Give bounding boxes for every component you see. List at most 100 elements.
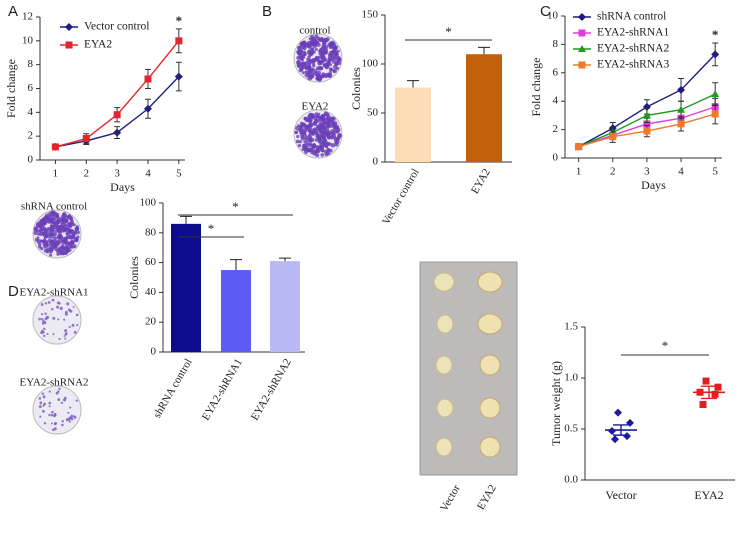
colony (63, 318, 66, 321)
marker (677, 120, 685, 128)
colony (75, 225, 79, 229)
colony (297, 143, 302, 148)
colony (39, 222, 45, 227)
colony (62, 212, 66, 217)
x-tick-label: EYA2 (469, 167, 493, 196)
colony (41, 217, 46, 222)
legend-label: EYA2-shRNA1 (597, 27, 669, 39)
colony (336, 49, 340, 53)
colony (322, 37, 326, 41)
colony (38, 317, 41, 321)
colony (316, 126, 322, 131)
y-tick-label: 2 (553, 123, 559, 135)
y-axis-title: Fold change (529, 58, 543, 117)
colony (41, 322, 45, 325)
colony (322, 114, 326, 117)
image-label: control (299, 25, 330, 37)
colony (301, 130, 305, 133)
colony (337, 57, 342, 62)
colony (321, 72, 326, 77)
colony (72, 244, 77, 249)
colony (61, 247, 66, 252)
colony (41, 318, 44, 321)
colony (58, 233, 63, 238)
colony (63, 224, 69, 229)
colony (307, 119, 312, 123)
colony (314, 47, 318, 52)
x-tick-label: EYA2 (694, 488, 723, 502)
colony (313, 71, 318, 76)
colony (56, 218, 61, 224)
colony (43, 327, 46, 331)
colony (62, 220, 66, 224)
colony (60, 222, 64, 226)
colony (316, 150, 320, 154)
y-tick-label: 10 (22, 34, 34, 46)
error-bar (407, 80, 419, 88)
colony (326, 120, 330, 124)
colony (304, 70, 308, 74)
colony (52, 215, 57, 221)
bar (270, 261, 300, 352)
image-label: EYA2 (302, 101, 329, 113)
x-tick-label: EYA2-shRNA1 (200, 357, 245, 423)
y-tick-label: 0 (553, 152, 559, 164)
y-axis-title: Tumor weight (g) (549, 361, 563, 446)
colony (303, 61, 307, 66)
colony (317, 138, 323, 144)
colony (76, 324, 79, 327)
point (611, 435, 619, 444)
colony (65, 235, 70, 240)
colony (324, 74, 328, 79)
colony (50, 422, 53, 425)
colony (41, 409, 45, 413)
colony (325, 124, 330, 128)
colony (298, 67, 304, 73)
y-tick-label: 1.0 (564, 372, 578, 384)
colony (43, 248, 48, 253)
colony (330, 143, 336, 148)
colony (315, 114, 319, 119)
colony (304, 126, 308, 130)
colony (70, 417, 74, 421)
colony (56, 305, 60, 309)
colony (67, 411, 70, 414)
colony (329, 130, 333, 135)
colony (38, 242, 42, 247)
marker (575, 143, 583, 151)
marker (65, 23, 73, 31)
point (614, 408, 622, 417)
colony (333, 135, 337, 139)
colony (60, 401, 64, 404)
colony (46, 227, 50, 231)
colony (64, 310, 68, 314)
x-tick-label: 2 (84, 168, 90, 180)
colony (57, 390, 60, 393)
error-bar (230, 259, 242, 271)
colony (40, 246, 44, 251)
colony (46, 332, 49, 336)
colony (58, 226, 62, 230)
colony (68, 420, 71, 423)
y-tick-label: 100 (362, 58, 379, 70)
colony (315, 66, 320, 71)
significance-star: * (232, 199, 239, 214)
colony (51, 298, 55, 302)
x-tick-label: EYA2-shRNA2 (249, 357, 294, 423)
colony (54, 246, 59, 252)
colony (308, 144, 312, 148)
error-bar (478, 46, 490, 55)
image-label: Vector (438, 482, 463, 513)
colony (325, 145, 329, 149)
colony (301, 71, 305, 75)
marker (609, 133, 617, 141)
image-label: EYA2-shRNA2 (19, 377, 88, 389)
colony (296, 134, 300, 139)
y-axis-title: Colonies (349, 67, 363, 110)
error-bar (279, 257, 291, 262)
significance-star: * (445, 24, 452, 39)
y-tick-label: 100 (140, 197, 157, 209)
colony (43, 402, 46, 406)
tumor (479, 397, 501, 419)
colony (311, 59, 315, 63)
